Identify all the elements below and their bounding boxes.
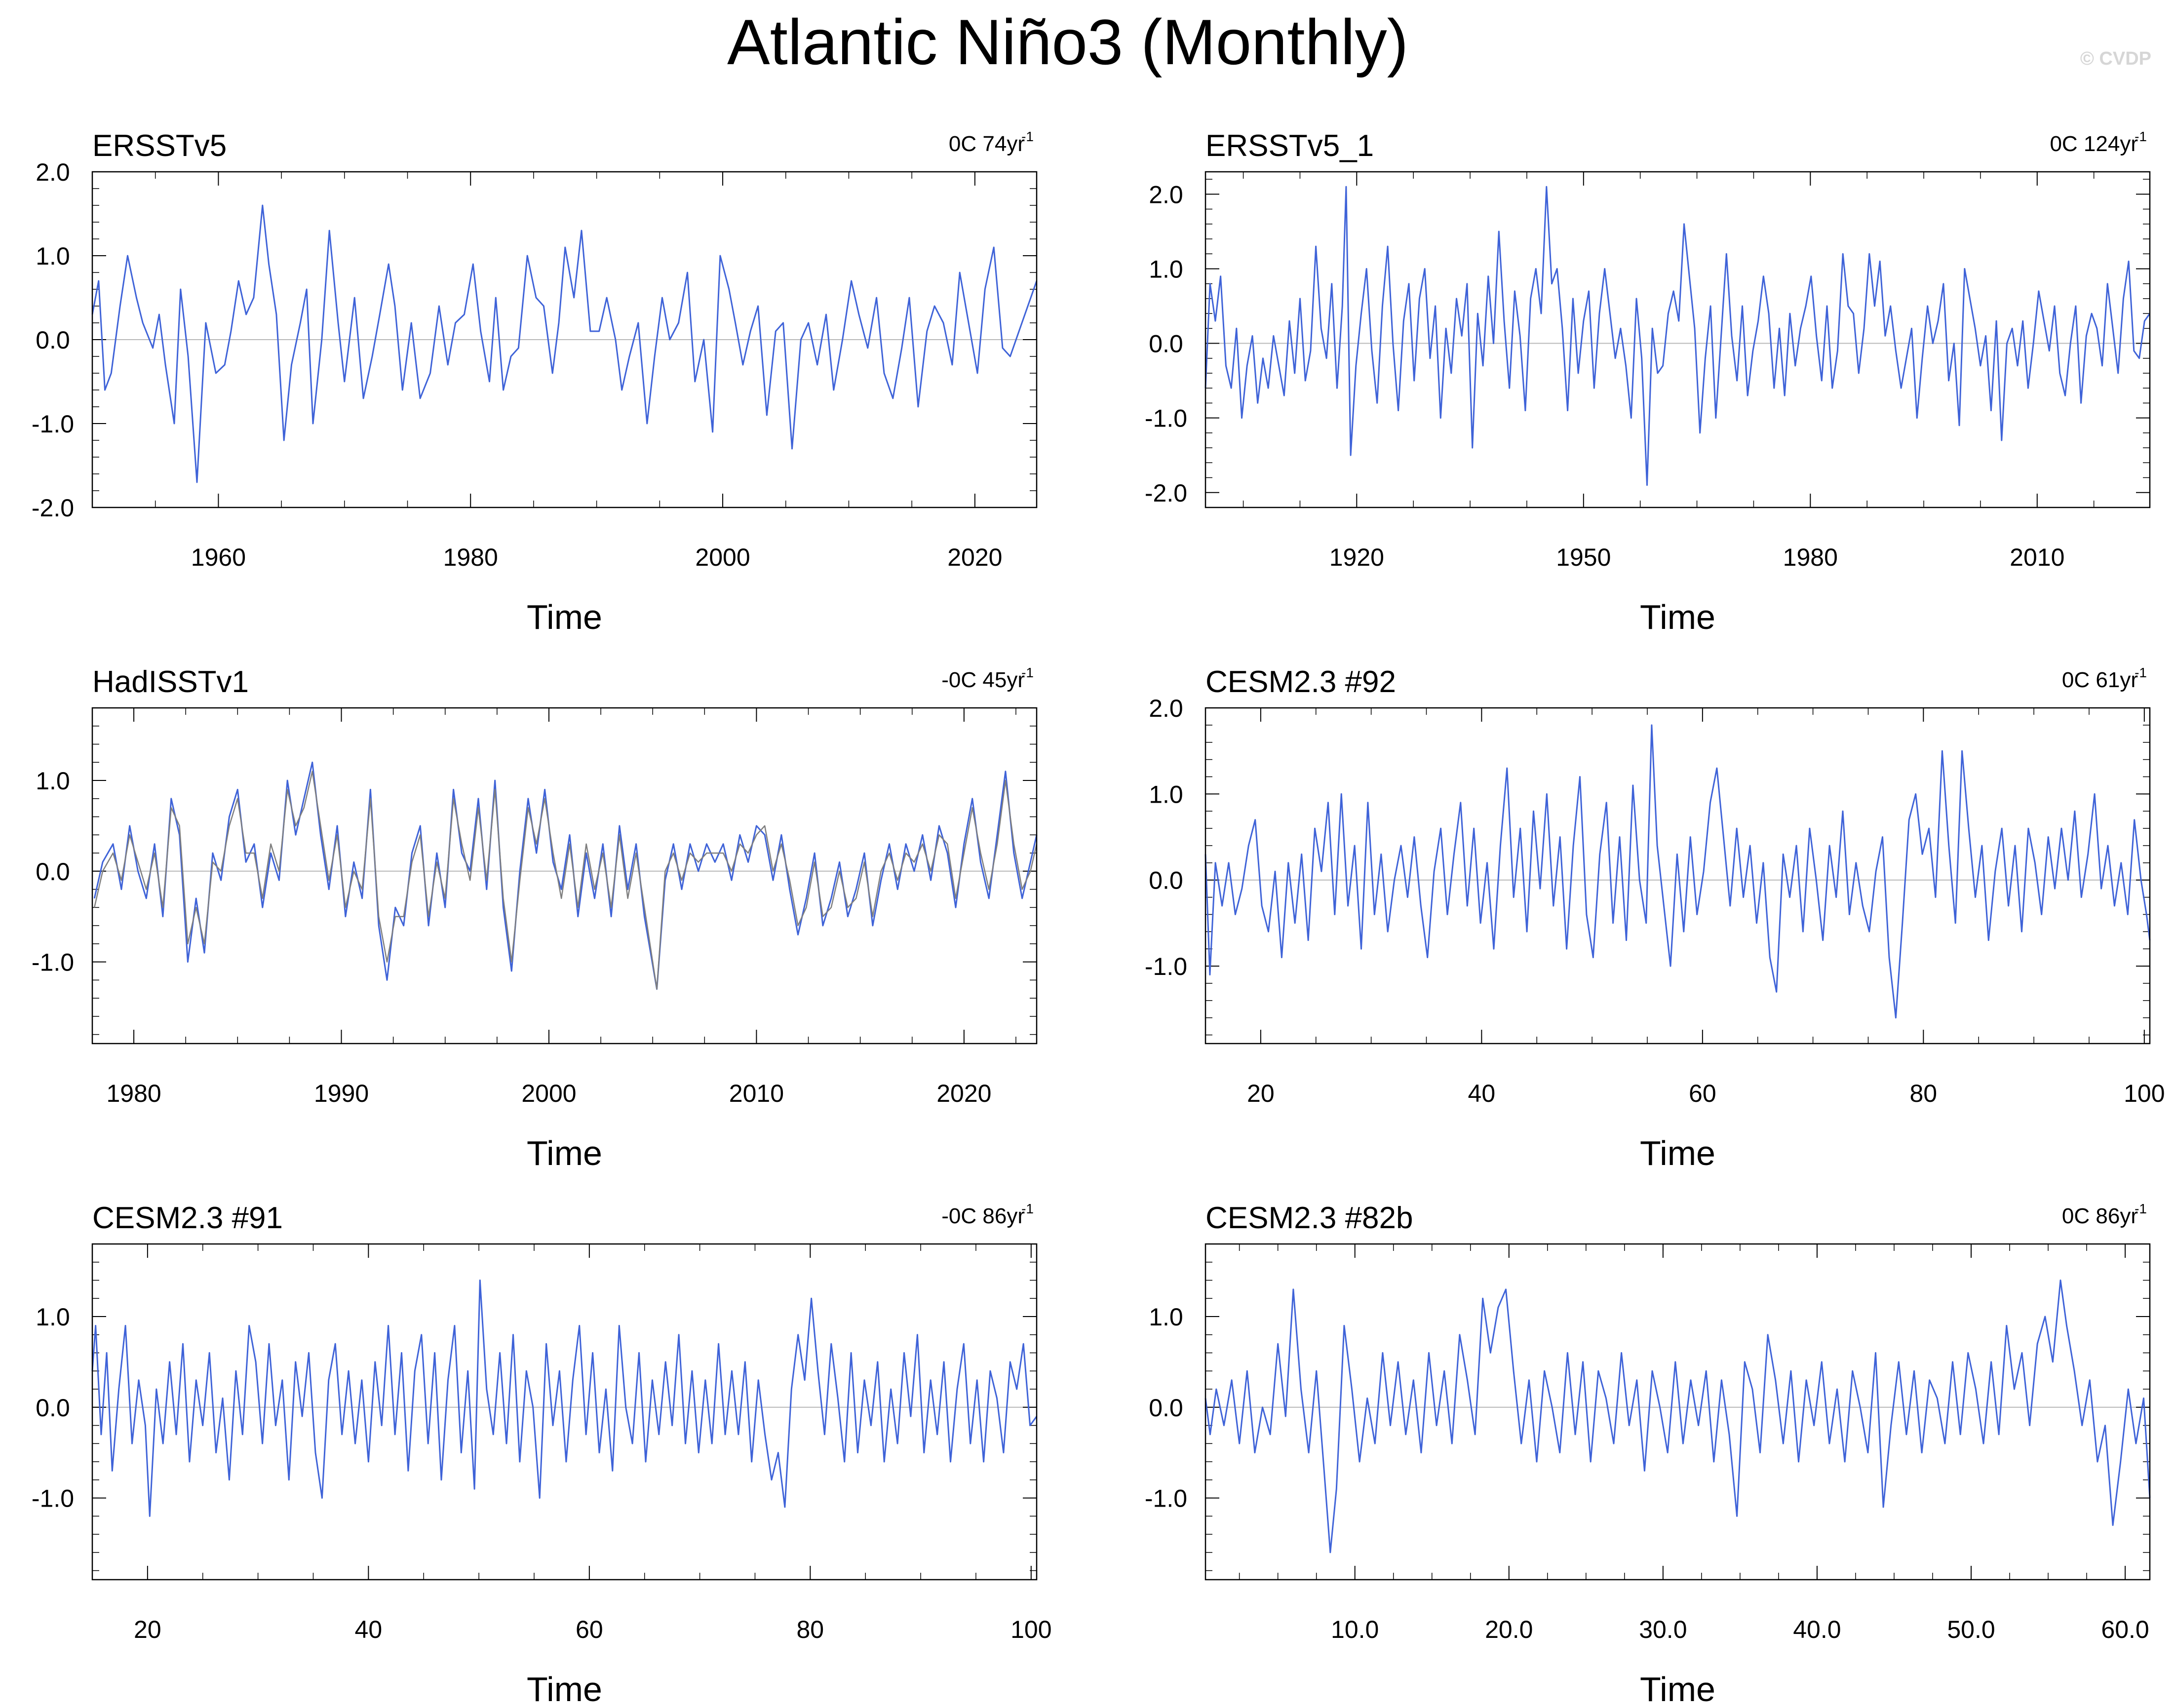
x-tick-label: 1980 [106,1080,161,1107]
y-tick-label: 1.0 [1149,780,1183,808]
x-axis-title: Time [527,1134,602,1172]
x-axis-title: Time [1640,598,1715,636]
reference-series-line [93,771,1038,990]
y-tick-label: -1.0 [1145,1485,1187,1513]
trend-exponent: -1 [1021,1201,1034,1216]
x-tick-label: 30.0 [1639,1616,1687,1643]
trend-label: 0C 61yr [2062,668,2138,692]
trend-exponent: -1 [2135,129,2147,144]
x-tick-label: 1990 [314,1080,369,1107]
x-axis-title: Time [1640,1670,1715,1708]
x-tick-label: 1950 [1556,543,1611,571]
x-tick-label: 60.0 [2101,1616,2149,1643]
y-tick-label: 2.0 [1149,181,1183,208]
y-tick-label: 2.0 [36,158,70,186]
y-tick-label: -1.0 [1145,953,1187,980]
x-tick-label: 40 [355,1616,383,1643]
x-tick-label: 1980 [443,543,498,571]
series-line [91,204,1038,483]
panel-title: CESM2.3 #91 [92,1201,283,1235]
cvdp-watermark: © CVDP [2080,48,2151,69]
y-tick-label: 1.0 [36,767,70,795]
x-tick-label: 2020 [936,1080,991,1107]
y-tick-label: 1.0 [36,1303,70,1331]
y-tick-label: 1.0 [1149,1303,1183,1331]
x-tick-label: 40.0 [1793,1616,1841,1643]
x-tick-label: 10.0 [1331,1616,1379,1643]
x-tick-label: 20.0 [1485,1616,1533,1643]
y-tick-label: -1.0 [32,1485,74,1513]
x-tick-label: 20 [1247,1080,1275,1107]
y-tick-label: 0.0 [1149,1394,1183,1422]
trend-exponent: -1 [1021,665,1034,680]
trend-exponent: -1 [2135,665,2147,680]
x-tick-label: 60 [576,1616,603,1643]
x-tick-label: 20 [134,1616,161,1643]
trend-exponent: -1 [2135,1201,2147,1216]
x-tick-label: 2020 [947,543,1002,571]
y-tick-label: 0.0 [36,858,70,886]
x-tick-label: 1920 [1329,543,1384,571]
chart-panel-3: -1.0 0.0 1.0 1980 1990 2000 2010 2020 HadISSTv1 -… [32,665,1038,1172]
x-tick-label: 80 [1910,1080,1938,1107]
y-tick-label: -1.0 [1145,405,1187,432]
x-axis-title: Time [527,598,602,636]
y-tick-label: 2.0 [1149,695,1183,722]
x-tick-label: 100 [2124,1080,2165,1107]
x-tick-label: 2010 [729,1080,784,1107]
x-axis-title: Time [527,1670,602,1708]
plot-frame [91,707,1038,1045]
x-tick-label: 40 [1468,1080,1496,1107]
y-tick-label: -2.0 [1145,479,1187,507]
x-tick-label: 1980 [1783,543,1838,571]
series-line [1204,1280,2151,1553]
trend-label: 0C 124yr [2050,132,2138,156]
trend-label: -0C 86yr [941,1204,1025,1228]
trend-exponent: -1 [1021,129,1034,144]
x-axis-title: Time [1640,1134,1715,1172]
y-tick-label: 0.0 [1149,867,1183,894]
chart-panel-6: -1.0 0.0 1.0 10.0 20.0 30.0 40.0 50.0 60.0 CESM2.… [1145,1201,2151,1708]
x-tick-label: 2000 [695,543,750,571]
plot-frame [91,171,1038,508]
x-tick-label: 50.0 [1947,1616,1995,1643]
y-tick-label: 0.0 [36,1394,70,1422]
chart-panel-5: -1.0 0.0 1.0 20 40 60 80 100 CESM2.3 #91 -0C 86yr… [32,1201,1052,1708]
chart-panel-1: -2.0 -1.0 0.0 1.0 2.0 1960 1980 2000 2020 ERSSTv5… [32,129,1038,636]
trend-label: 0C 74yr [949,132,1025,156]
trend-label: 0C 86yr [2062,1204,2138,1228]
x-tick-label: 2010 [2010,543,2064,571]
y-tick-label: 1.0 [1149,255,1183,283]
trend-label: -0C 45yr [941,668,1025,692]
x-tick-label: 1960 [191,543,246,571]
chart-panel-2: -2.0 -1.0 0.0 1.0 2.0 1920 1950 1980 2010 ERSSTv5… [1145,129,2151,636]
series-line [91,1280,1038,1517]
plot-frame [1204,707,2151,1045]
series-line [1204,186,2151,486]
y-tick-label: 1.0 [36,242,70,270]
x-tick-label: 2000 [521,1080,576,1107]
plot-frame [1204,171,2151,508]
plot-frame [91,1243,1038,1581]
x-tick-label: 60 [1689,1080,1716,1107]
series-line [93,761,1038,990]
page-title: Atlantic Niño3 (Monthly) [727,6,1408,78]
panel-title: CESM2.3 #92 [1205,665,1396,699]
y-tick-label: -2.0 [32,494,74,522]
y-tick-label: -1.0 [32,949,74,976]
panel-title: CESM2.3 #82b [1205,1201,1413,1235]
y-tick-label: 0.0 [1149,330,1183,358]
panel-title: ERSSTv5_1 [1205,129,1374,163]
x-tick-label: 80 [797,1616,824,1643]
x-tick-label: 100 [1010,1616,1051,1643]
y-tick-label: 0.0 [36,326,70,354]
panel-title: HadISSTv1 [92,665,249,699]
panel-title: ERSSTv5 [92,129,227,163]
chart-panel-4: -1.0 0.0 1.0 2.0 20 40 60 80 100 CESM2.3 #92 0C 61… [1145,665,2165,1172]
y-tick-label: -1.0 [32,410,74,438]
series-line [1204,724,2151,1019]
plot-frame [1204,1243,2151,1581]
